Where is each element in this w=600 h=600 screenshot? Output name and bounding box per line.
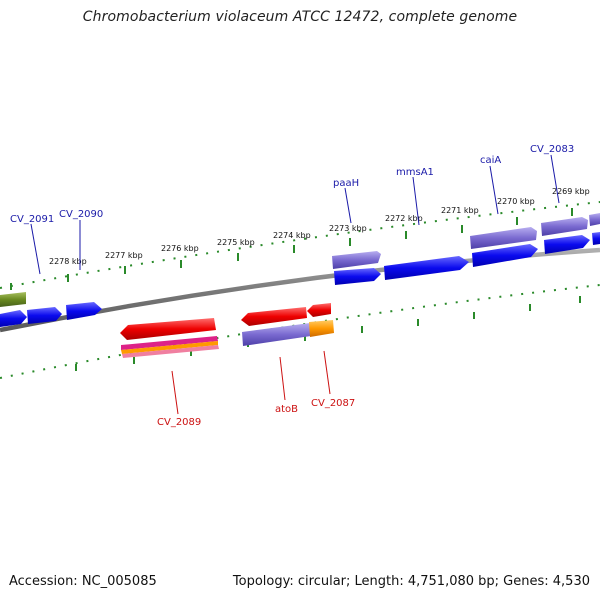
gene-label-cv2087: CV_2087 — [311, 398, 355, 409]
forward-cds-arrow — [334, 268, 381, 285]
forward-cds-arrow — [384, 256, 469, 280]
reverse-cog-bar-orange — [309, 320, 334, 337]
reverse-gene-labels: CV_2089 atoB CV_2087 — [157, 398, 355, 428]
forward-cds-arrow — [544, 235, 590, 254]
leader-line-cv2089 — [171, 370, 179, 415]
reverse-cds-arrow — [120, 318, 216, 340]
reverse-cog-bar-magenta — [121, 336, 218, 350]
reverse-strand-cds — [120, 303, 331, 340]
leader-line-cv2087 — [323, 350, 331, 395]
gene-label-cv2090: CV_2090 — [59, 209, 103, 220]
ruler-labels: 2278 kbp 2277 kbp 2276 kbp 2275 kbp 2274… — [49, 187, 590, 266]
forward-strand-cog — [0, 213, 600, 307]
reverse-cds-arrow — [307, 303, 331, 317]
gene-label-atob: atoB — [275, 404, 298, 415]
gene-label-paah: paaH — [333, 178, 359, 189]
gene-label-cv2083: CV_2083 — [530, 144, 574, 155]
ruler-label: 2275 kbp — [217, 238, 255, 247]
forward-cog-bar-purple — [470, 227, 537, 249]
gene-label-cv2089: CV_2089 — [157, 417, 201, 428]
forward-cog-bar-olive — [0, 292, 26, 307]
leader-line-cv2091 — [30, 223, 41, 275]
reverse-cds-arrow — [241, 307, 307, 326]
forward-cog-bar-purple — [589, 213, 600, 226]
forward-cog-bar-purple — [541, 217, 588, 236]
gene-leader-lines — [30, 154, 560, 415]
forward-cog-bar-purple — [332, 251, 381, 269]
reverse-strand-cog — [121, 320, 334, 358]
leader-line-mmsa1 — [412, 176, 420, 226]
forward-cds-arrow — [592, 232, 600, 245]
ruler-label: 2278 kbp — [49, 257, 87, 266]
forward-gene-labels: CV_2091 CV_2090 paaH mmsA1 caiA CV_2083 — [10, 144, 574, 225]
forward-cds-arrow — [0, 310, 27, 327]
genome-summary-text: Topology: circular; Length: 4,751,080 bp… — [232, 574, 590, 589]
leader-line-atob — [279, 356, 286, 401]
reverse-cog-bar-pink — [122, 345, 219, 358]
leader-line-paah — [344, 187, 352, 224]
ruler-label: 2277 kbp — [105, 251, 143, 260]
ruler-label: 2273 kbp — [329, 224, 367, 233]
forward-cds-arrow — [27, 307, 62, 324]
accession-text: Accession: NC_005085 — [9, 574, 157, 589]
forward-strand-cds — [0, 232, 600, 327]
forward-cds-arrow — [472, 244, 538, 267]
ruler-label: 2271 kbp — [441, 206, 479, 215]
gene-label-cv2091: CV_2091 — [10, 214, 54, 225]
map-title: Chromobacterium violaceum ATCC 12472, co… — [82, 9, 518, 25]
ruler-label: 2276 kbp — [161, 244, 199, 253]
reverse-cog-bar-purple — [242, 323, 311, 346]
ruler-label: 2270 kbp — [497, 197, 535, 206]
forward-cds-arrow — [66, 302, 102, 320]
leader-line-cv2083 — [550, 154, 560, 204]
reverse-cog-bar-orange — [121, 341, 218, 354]
leader-line-caia — [489, 165, 499, 215]
gene-label-caia: caiA — [480, 155, 501, 166]
ruler-major-ticks — [10, 208, 581, 371]
gene-label-mmsa1: mmsA1 — [396, 167, 434, 178]
ruler-label: 2272 kbp — [385, 214, 423, 223]
ruler-label: 2269 kbp — [552, 187, 590, 196]
ruler-label: 2274 kbp — [273, 231, 311, 240]
